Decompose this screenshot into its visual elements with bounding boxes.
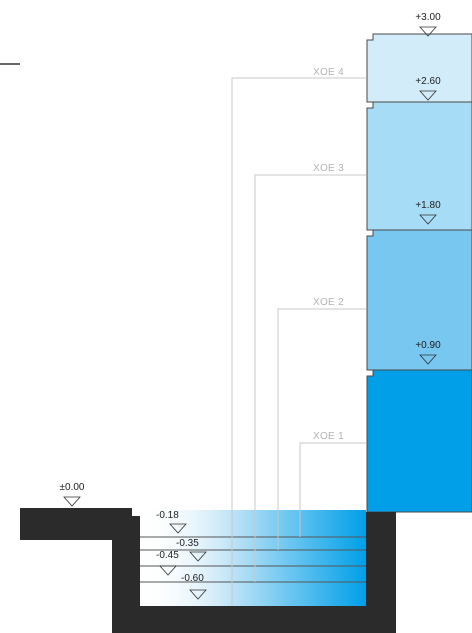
xoe4-leader [231,77,366,606]
level-marker-4: +2.60 [415,76,441,101]
level-2-triangle [419,354,437,365]
xoe3-label: XOE 3 [313,163,344,174]
xoe2-leader [277,308,366,550]
level-marker-top: +3.00 [415,12,441,37]
pit-water-gradient [140,510,366,606]
level-s3-label: -0.45 [156,550,179,561]
level-s2-label: -0.35 [176,538,199,549]
stage-4-column [366,33,472,103]
level-2-label: +0.90 [415,340,441,351]
level-top-label: +3.00 [415,12,441,23]
level-marker-3: +1.80 [415,200,441,225]
xoe1-leader [299,442,366,537]
level-ground-label: ±0.00 [60,482,85,493]
xoe4-label: XOE 4 [313,67,344,78]
level-s2-triangle [159,565,177,576]
stage-1-column [366,369,472,513]
level-s4-label: -0.60 [181,573,204,584]
level-marker-2: +0.90 [415,340,441,365]
level-4-label: +2.60 [415,76,441,87]
level-3-triangle [419,214,437,225]
level-top-triangle [419,26,437,37]
xoe2-label: XOE 2 [313,297,344,308]
level-s1-label: -0.18 [156,510,179,521]
level-marker-ground: ±0.00 [60,482,85,507]
level-s4-triangle [189,589,207,600]
level-ground-triangle [63,496,81,507]
xoe1-label: XOE 1 [313,431,344,442]
xoe3-leader [254,174,366,582]
level-4-triangle [419,90,437,101]
pit-wall [20,508,396,633]
level-3-label: +1.80 [415,200,441,211]
level-s3-triangle [189,551,207,562]
level-s1-triangle [169,523,187,534]
